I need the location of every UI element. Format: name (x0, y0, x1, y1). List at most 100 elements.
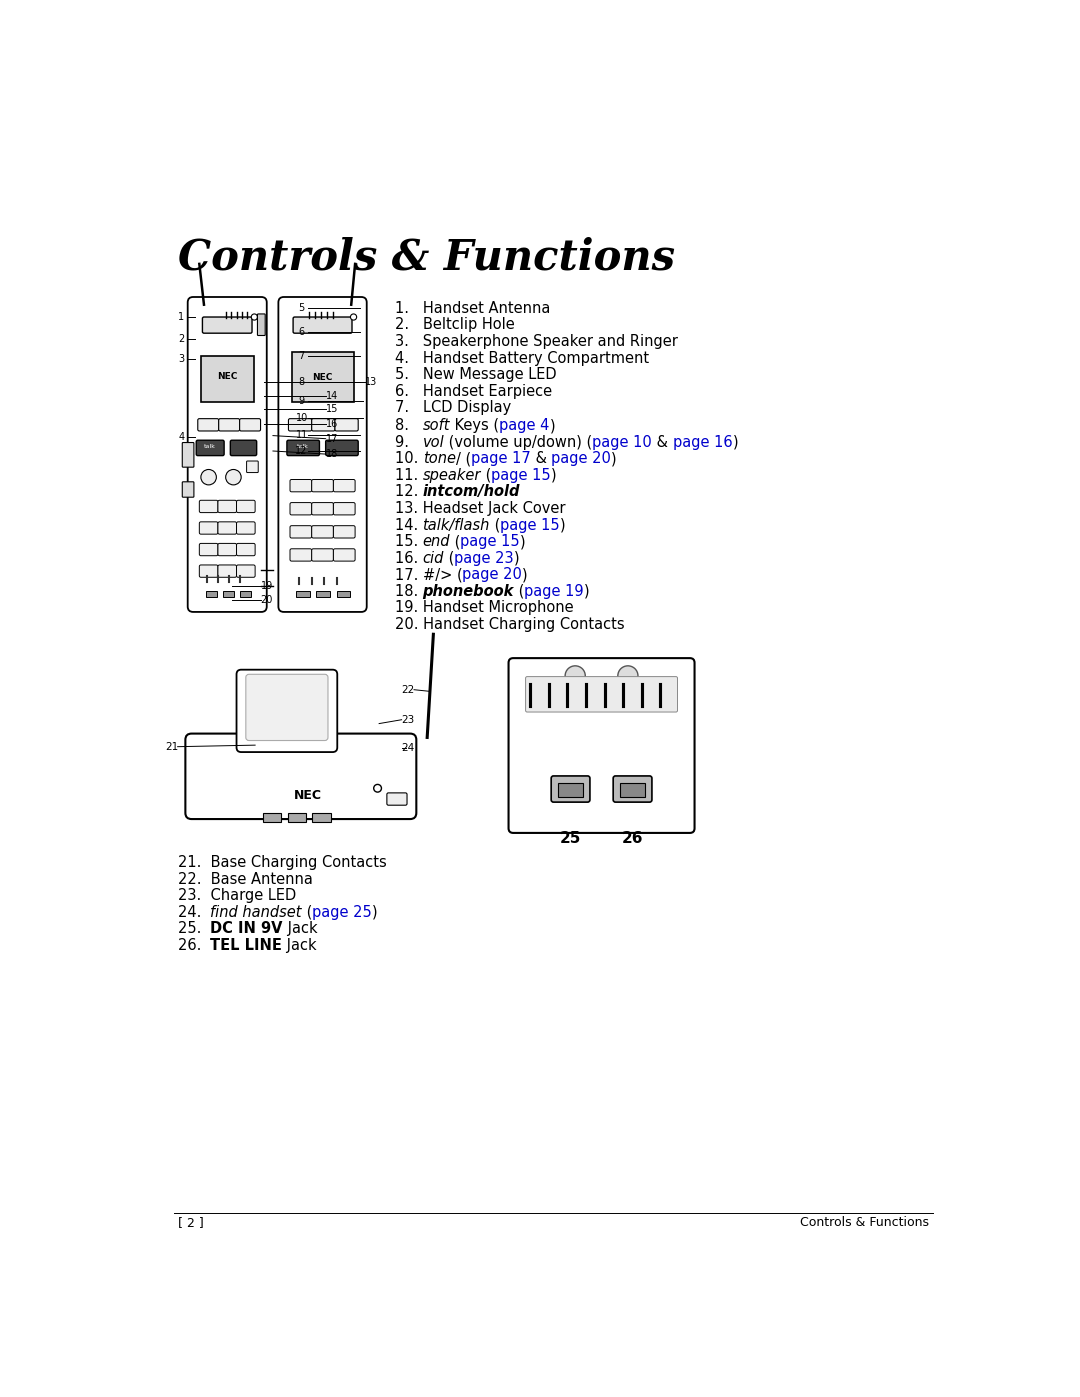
Text: 25.: 25. (177, 922, 211, 936)
Text: talk: talk (204, 444, 216, 448)
Text: 9.: 9. (394, 434, 422, 450)
FancyBboxPatch shape (287, 440, 320, 455)
Text: 15: 15 (326, 404, 338, 415)
Text: page 16: page 16 (673, 434, 732, 450)
Bar (312, 813, 332, 823)
Text: / (: / ( (456, 451, 471, 467)
Text: TEL LINE: TEL LINE (211, 937, 282, 953)
Text: 6.   Handset Earpiece: 6. Handset Earpiece (394, 384, 552, 398)
FancyBboxPatch shape (197, 440, 225, 455)
Text: 2.   Beltclip Hole: 2. Beltclip Hole (394, 317, 514, 332)
Text: page 19: page 19 (524, 584, 584, 599)
FancyBboxPatch shape (218, 564, 237, 577)
FancyBboxPatch shape (279, 298, 367, 612)
Text: 11: 11 (296, 430, 308, 440)
FancyBboxPatch shape (237, 669, 337, 752)
Text: 23.  Charge LED: 23. Charge LED (177, 888, 296, 904)
Text: 15.: 15. (394, 534, 422, 549)
Text: ): ) (732, 434, 738, 450)
Text: 14: 14 (326, 391, 338, 401)
FancyBboxPatch shape (312, 419, 335, 432)
Text: phonebook: phonebook (422, 584, 514, 599)
Text: 22.  Base Antenna: 22. Base Antenna (177, 872, 312, 887)
Text: 7.   LCD Display: 7. LCD Display (394, 400, 511, 415)
Text: 12: 12 (296, 446, 308, 455)
Text: page 15: page 15 (500, 518, 559, 532)
FancyBboxPatch shape (237, 564, 255, 577)
Bar (292, 352, 353, 402)
Text: ): ) (372, 905, 378, 919)
Text: talk/flash: talk/flash (422, 518, 490, 532)
Text: 8.: 8. (394, 418, 422, 433)
Text: 20: 20 (260, 595, 273, 605)
Text: ): ) (514, 550, 519, 566)
Circle shape (226, 469, 241, 485)
FancyBboxPatch shape (200, 543, 218, 556)
FancyBboxPatch shape (291, 503, 312, 515)
FancyBboxPatch shape (387, 793, 407, 805)
Text: 14.: 14. (394, 518, 422, 532)
Text: vol: vol (422, 434, 444, 450)
FancyBboxPatch shape (334, 549, 355, 562)
Text: 24.: 24. (177, 905, 211, 919)
Text: 18.: 18. (394, 584, 422, 599)
Text: (: ( (481, 468, 491, 483)
Text: NEC: NEC (312, 373, 333, 381)
FancyBboxPatch shape (218, 522, 237, 534)
Text: (: ( (450, 534, 460, 549)
Text: soft: soft (422, 418, 450, 433)
Text: Jack: Jack (283, 922, 318, 936)
FancyBboxPatch shape (291, 525, 312, 538)
Text: ): ) (550, 418, 555, 433)
FancyBboxPatch shape (230, 440, 257, 455)
Bar (620, 782, 645, 796)
Bar (262, 813, 282, 823)
Text: 5.   New Message LED: 5. New Message LED (394, 367, 556, 381)
Text: (: ( (490, 518, 500, 532)
Text: Controls & Functions: Controls & Functions (800, 1217, 930, 1229)
Text: 4.   Handset Battery Compartment: 4. Handset Battery Compartment (394, 351, 649, 366)
FancyBboxPatch shape (237, 543, 255, 556)
Text: page 25: page 25 (312, 905, 372, 919)
Bar (240, 591, 252, 597)
Text: &: & (530, 451, 551, 467)
FancyBboxPatch shape (186, 733, 416, 819)
Text: 18: 18 (326, 448, 338, 460)
Text: 21: 21 (165, 742, 178, 752)
FancyBboxPatch shape (237, 522, 255, 534)
Text: 16.: 16. (394, 550, 422, 566)
Text: 21.  Base Charging Contacts: 21. Base Charging Contacts (177, 855, 387, 870)
FancyBboxPatch shape (312, 503, 334, 515)
Text: page 10: page 10 (593, 434, 652, 450)
Text: 17. #/> (: 17. #/> ( (394, 567, 462, 583)
Circle shape (201, 469, 216, 485)
FancyBboxPatch shape (312, 549, 334, 562)
Text: NEC: NEC (217, 372, 238, 381)
Text: 3: 3 (178, 353, 185, 363)
FancyBboxPatch shape (188, 298, 267, 612)
FancyBboxPatch shape (335, 419, 359, 432)
Text: 25: 25 (559, 831, 581, 845)
Bar (222, 591, 234, 597)
Bar (201, 356, 254, 402)
Text: NEC: NEC (294, 789, 322, 802)
Text: ): ) (611, 451, 617, 467)
Text: ): ) (584, 584, 590, 599)
Text: &: & (652, 434, 673, 450)
Text: (: ( (514, 584, 524, 599)
Text: ): ) (523, 567, 528, 583)
Text: 19: 19 (260, 581, 273, 591)
Text: page 23: page 23 (455, 550, 514, 566)
Text: ): ) (559, 518, 566, 532)
FancyBboxPatch shape (293, 317, 352, 334)
FancyBboxPatch shape (613, 775, 652, 802)
Text: 8: 8 (298, 377, 305, 387)
FancyBboxPatch shape (200, 522, 218, 534)
Bar (337, 591, 350, 597)
Text: intcom/hold: intcom/hold (422, 485, 521, 500)
Text: page 15: page 15 (491, 468, 551, 483)
Text: 1: 1 (178, 312, 185, 323)
FancyBboxPatch shape (312, 479, 334, 492)
FancyBboxPatch shape (200, 564, 218, 577)
FancyBboxPatch shape (509, 658, 694, 833)
